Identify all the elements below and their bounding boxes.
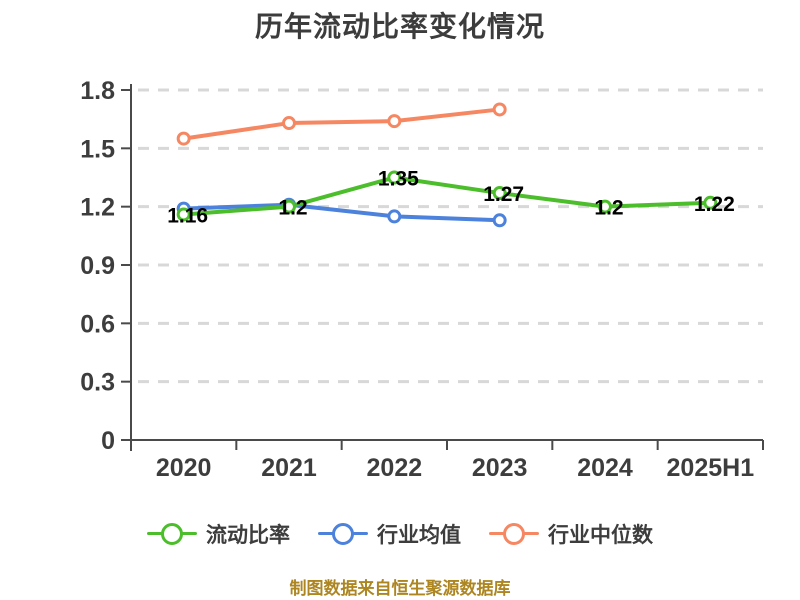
legend-label: 流动比率 [206,524,290,547]
x-tick-label: 2021 [261,454,317,482]
data-label: 1.27 [483,183,524,206]
data-label: 1.16 [167,204,208,227]
x-tick-label: 2020 [156,454,212,482]
legend-line-dot-icon [147,523,197,545]
data-point [176,131,191,146]
data-point [282,199,296,214]
y-tick-label: 1.5 [80,135,115,163]
x-tick-label: 2023 [472,454,528,482]
legend-label: 行业中位数 [548,524,653,547]
y-tick-label: 0 [101,427,115,455]
legend-item-1: 流动比率 [147,519,290,549]
y-tick-label: 1.2 [80,194,115,222]
chart-source-note: 制图数据来自恒生聚源数据库 [289,579,511,598]
data-point [492,213,507,228]
series-line-3 [181,107,502,141]
data-point [598,199,612,214]
legend-item-3: 行业中位数 [489,519,653,549]
chart-legend: 流动比率 行业均值 行业中位数 [0,519,800,549]
series-line-1 [181,175,713,217]
legend-line-dot-icon [489,523,539,545]
x-tick-label: 2024 [577,454,633,482]
x-tick-label: 2025H1 [667,454,755,482]
chart-title: 历年流动比率变化情况 [254,11,545,42]
data-label: 1.35 [378,168,419,191]
line-chart-plot: 0 0.3 0.6 0.9 1.2 1.5 1.8 2020 2021 2022 2023 2024 2… [80,77,764,482]
legend-item-2: 行业均值 [318,519,461,549]
data-label: 1.2 [278,197,307,220]
data-point [703,195,718,210]
data-point [176,207,191,222]
data-label: 1.2 [594,197,623,220]
data-point [282,116,296,131]
y-tick-label: 0.6 [80,310,115,338]
data-point [387,209,402,224]
data-point [492,186,507,201]
legend-dot [503,523,525,545]
y-tick-label: 1.8 [80,77,115,105]
data-label: 1.22 [694,193,735,216]
series-line-2 [181,202,502,223]
legend-dot [161,523,183,545]
data-point [492,102,507,117]
x-tick-label: 2022 [367,454,423,482]
y-tick-label: 0.9 [80,252,115,280]
legend-label: 行业均值 [377,524,461,547]
y-tick-label: 0.3 [80,369,115,397]
legend-line-dot-icon [318,523,368,545]
legend-dot [332,523,354,545]
data-point [387,114,402,129]
data-point [387,170,402,185]
